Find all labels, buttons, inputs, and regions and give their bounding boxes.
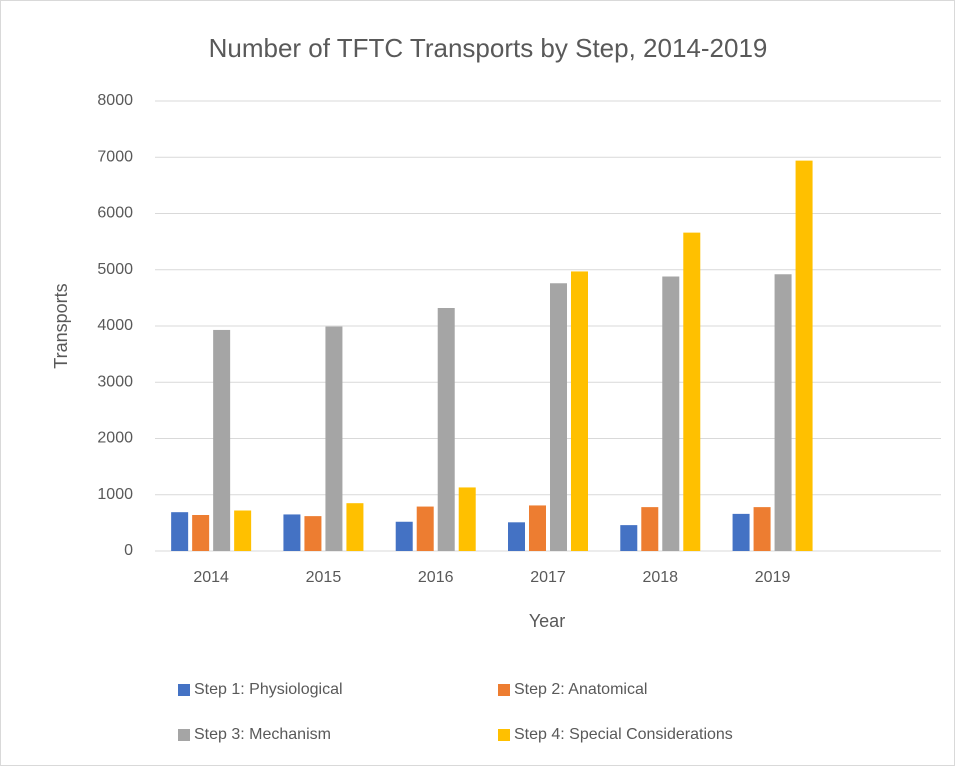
bar xyxy=(620,525,638,551)
bar xyxy=(325,326,343,551)
x-tick-label: 2015 xyxy=(306,569,342,586)
y-tick-label: 3000 xyxy=(97,373,133,390)
bar xyxy=(283,514,301,551)
x-tick-label: 2017 xyxy=(530,569,566,586)
bar xyxy=(171,512,189,551)
bar xyxy=(234,510,252,551)
x-tick-label: 2019 xyxy=(755,569,791,586)
bar xyxy=(732,513,750,551)
y-axis-label: Transports xyxy=(51,283,71,368)
bar xyxy=(508,522,525,551)
bar xyxy=(753,507,771,551)
y-tick-label: 8000 xyxy=(97,92,133,109)
bar xyxy=(550,283,567,551)
y-tick-label: 4000 xyxy=(97,317,133,334)
bar xyxy=(571,271,588,551)
x-tick-label: 2016 xyxy=(418,569,454,586)
x-axis-label: Year xyxy=(529,611,565,631)
bar xyxy=(395,521,413,551)
legend-label: Step 1: Physiological xyxy=(194,681,343,698)
bar xyxy=(774,274,792,551)
legend-label: Step 4: Special Considerations xyxy=(514,726,733,743)
bar xyxy=(437,308,455,551)
legend-swatch xyxy=(178,729,190,741)
x-tick-label: 2014 xyxy=(193,569,229,586)
y-tick-label: 5000 xyxy=(97,261,133,278)
legend-swatch xyxy=(498,684,510,696)
y-tick-label: 2000 xyxy=(97,430,133,447)
bar xyxy=(529,505,546,551)
bar xyxy=(213,329,231,551)
y-tick-label: 0 xyxy=(124,542,133,559)
bar xyxy=(662,276,680,551)
bar xyxy=(304,516,322,551)
y-tick-label: 1000 xyxy=(97,486,133,503)
chart-title: Number of TFTC Transports by Step, 2014-… xyxy=(209,33,768,63)
legend-swatch xyxy=(498,729,510,741)
legend-label: Step 2: Anatomical xyxy=(514,681,647,698)
legend-label: Step 3: Mechanism xyxy=(194,726,331,743)
bar xyxy=(458,487,476,551)
bar xyxy=(192,515,210,551)
legend-swatch xyxy=(178,684,190,696)
bar xyxy=(416,506,434,551)
bar xyxy=(346,503,364,551)
bar xyxy=(683,232,701,551)
y-tick-label: 6000 xyxy=(97,205,133,222)
bar xyxy=(641,507,659,551)
bar xyxy=(795,160,813,551)
y-tick-label: 7000 xyxy=(97,148,133,165)
x-tick-label: 2018 xyxy=(642,569,678,586)
